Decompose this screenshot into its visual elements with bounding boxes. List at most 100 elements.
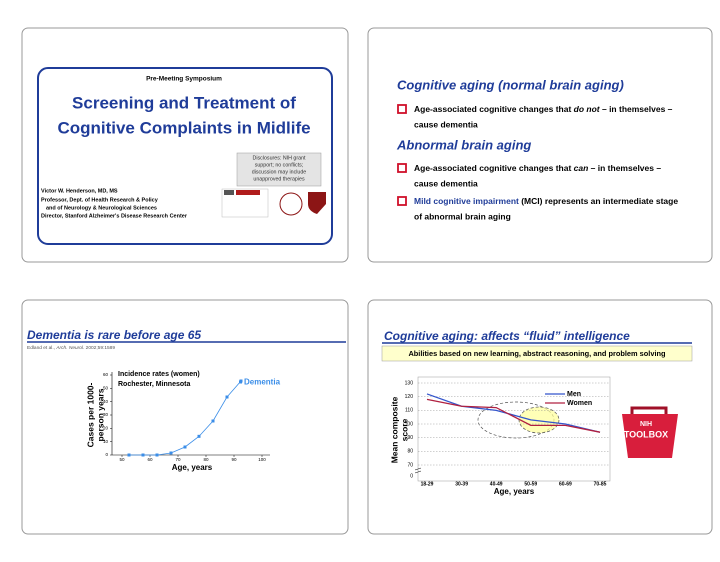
citation: Edland et al., Arch. Neurol. 2002;59:158… <box>27 345 115 351</box>
y-label: Mean composite score <box>389 396 409 463</box>
point <box>127 453 131 457</box>
bullet-text: cause dementia <box>414 178 478 188</box>
x-tick-label: 70 <box>175 457 181 462</box>
bullet <box>397 196 407 206</box>
point <box>169 451 173 455</box>
point <box>141 453 145 457</box>
x-tick-label: 50 <box>119 457 125 462</box>
text: Age-associated cognitive changes that <box>414 163 574 173</box>
x-tick-label: 70-85 <box>594 481 607 487</box>
y-label: Cases per 1000- <box>85 382 95 447</box>
heading: Cognitive aging (normal brain aging) <box>397 77 624 92</box>
toolbox <box>622 414 678 458</box>
bullet <box>397 104 407 114</box>
y-tick-label: 20 <box>103 426 109 431</box>
disclosure: discussion may include <box>252 169 307 175</box>
y-tick-label: 40 <box>103 399 109 404</box>
point <box>155 453 159 457</box>
author: Director, Stanford Alzheimer's Disease R… <box>41 213 188 219</box>
series-line <box>426 393 601 433</box>
text: 2002;59:1589 <box>84 345 115 351</box>
author: and of Neurology & Neurological Sciences <box>46 205 157 211</box>
x-tick-label: 60-69 <box>559 481 572 487</box>
disclosure: unapproved therapies <box>253 176 305 182</box>
x-tick-label: 100 <box>258 457 266 462</box>
heading: Abnormal brain aging <box>396 137 531 152</box>
text: can <box>574 163 589 173</box>
series-line <box>426 398 601 433</box>
y-tick-label: 80 <box>407 449 413 455</box>
slide-frame <box>367 299 713 535</box>
y-label: Cases per 1000- person years <box>85 382 105 447</box>
text: do not <box>574 104 601 114</box>
point <box>183 445 187 449</box>
y-tick-label: 30 <box>103 412 109 417</box>
y-tick-label: 60 <box>103 372 109 377</box>
toolbox-text: TOOLBOX <box>624 429 668 439</box>
text: Edland et al., <box>27 345 56 351</box>
chart-title: Incidence rates (women) <box>118 371 200 378</box>
title-border <box>37 67 333 245</box>
author: Professor, Dept. of Health Research & Po… <box>41 197 159 203</box>
x-tick-label: 40-49 <box>490 481 503 487</box>
y-tick-label: 120 <box>405 394 414 400</box>
series-line <box>129 380 242 456</box>
y-label: person years <box>95 388 105 441</box>
slide-title: Cognitive aging: affects “fluid” intelli… <box>384 329 630 343</box>
legend-label: Women <box>567 400 592 407</box>
legend-label: Dementia <box>244 378 281 387</box>
toolbox-text: NIH <box>640 421 652 428</box>
plot-area <box>417 376 611 482</box>
x-tick-label: 30-39 <box>455 481 468 487</box>
y-tick-label: 10 <box>103 439 109 444</box>
logo <box>279 192 303 216</box>
bullet-text: Mild cognitive impairment (MCI) represen… <box>414 196 678 206</box>
bullet-text: Age-associated cognitive changes that ca… <box>414 163 661 173</box>
legend-marker <box>239 380 242 384</box>
slide-frame <box>21 27 349 263</box>
author: Victor W. Henderson, MD, MS <box>41 188 118 194</box>
text: – in themselves – <box>588 163 661 173</box>
text: Age-associated cognitive changes that <box>414 104 574 114</box>
title: Screening and Treatment of <box>72 93 296 112</box>
banner <box>381 345 693 362</box>
y-tick-label: 70 <box>407 462 413 468</box>
banner-text: Abilities based on new learning, abstrac… <box>408 349 666 358</box>
y-tick-label: 130 <box>405 380 414 386</box>
x-tick-label: 90 <box>231 457 237 462</box>
y-tick-label: 90 <box>407 435 413 441</box>
text: Arch. Neurol. <box>55 345 84 351</box>
text: – in themselves – <box>600 104 673 114</box>
bullet-text: of abnormal brain aging <box>414 211 511 221</box>
kicker: Pre-Meeting Symposium <box>146 76 222 83</box>
disclosure: support; no conflicts; <box>255 162 304 168</box>
text: Mild cognitive impairment <box>414 196 519 206</box>
axis-break-label: 0 <box>410 473 413 479</box>
logo <box>308 192 326 214</box>
slide-title: Dementia is rare before age 65 <box>27 328 201 342</box>
point <box>197 434 201 438</box>
y-tick-label: 110 <box>405 408 413 414</box>
x-tick-label: 18-29 <box>421 481 434 487</box>
x-label: Age, years <box>172 463 213 472</box>
x-tick-label: 60 <box>147 457 153 462</box>
x-tick-label: 50-59 <box>524 481 537 487</box>
point <box>211 419 215 423</box>
legend-label: Men <box>567 391 581 398</box>
y-label: Mean composite <box>389 396 399 463</box>
highlight <box>518 406 560 434</box>
axis-break <box>414 467 422 474</box>
text: (MCI) represents an intermediate stage <box>519 196 678 206</box>
point <box>225 395 229 399</box>
slide-frame <box>367 27 713 263</box>
bullet <box>397 163 407 173</box>
y-label: score <box>399 418 409 441</box>
x-tick-label: 80 <box>203 457 209 462</box>
disclosure-box <box>236 152 322 187</box>
toolbox <box>630 406 668 414</box>
logo <box>236 190 260 195</box>
bullet-text: cause dementia <box>414 119 478 129</box>
slide-frame <box>21 299 349 535</box>
bullet-text: Age-associated cognitive changes that do… <box>414 104 673 114</box>
